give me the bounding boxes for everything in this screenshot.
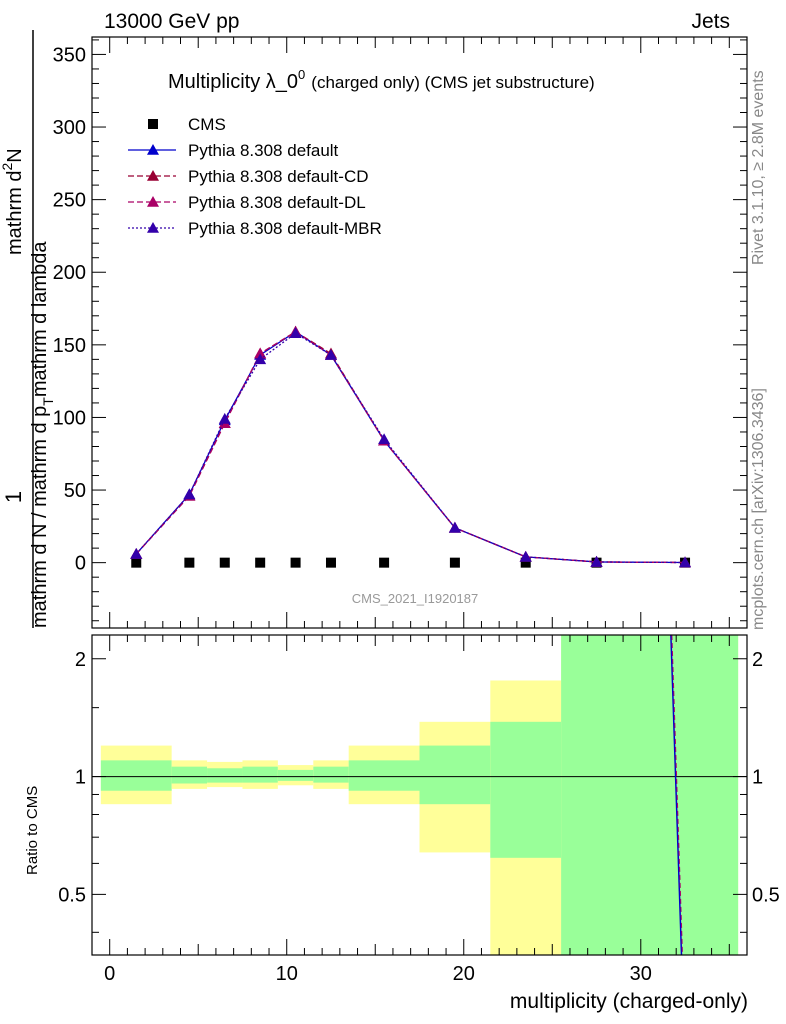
ratio-band-inner [313,766,349,783]
ylabel-numerator-tail: N [4,148,26,162]
process-label: Jets [691,10,730,33]
main-y-tick-label: 250 [53,190,86,212]
series-marker [183,488,196,500]
ratio-frame [91,634,748,956]
cms-point [184,557,195,568]
series-marker [448,521,461,533]
ratio-band-inner [242,766,278,783]
series-line [135,331,686,564]
legend-entry: Pythia 8.308 default-DL [188,193,366,212]
series-marker [218,412,231,424]
x-tick-label: 0 [104,963,115,985]
series-marker [679,556,692,568]
cms-point [290,557,301,568]
mcplots-label: mcplots.cern.ch [arXiv:1306.3436] [750,388,767,630]
ratio-band-inner [490,721,562,858]
legend-entry: CMS [188,115,226,134]
cms-point [219,557,230,568]
main-y-tick-label: 350 [53,44,86,66]
main-frame [91,36,748,629]
cms-point [131,557,142,568]
series-marker [254,347,267,359]
series-marker [378,433,391,445]
cms-point [255,557,266,568]
legend-marker [147,144,159,155]
series-marker [324,349,337,360]
ratio-band-inner [207,768,243,783]
ylabel-numerator-sup: 2 [0,163,15,171]
chart-title-suffix: (charged only) (CMS jet substructure) [311,73,594,92]
legend-entry: Pythia 8.308 default-MBR [188,219,382,238]
collision-label: 13000 GeV pp [104,10,239,33]
ratio-y-tick-label-right: 0.5 [752,884,780,906]
ratio-band-inner [348,760,420,791]
ratio-y-tick-label-right: 2 [752,649,763,671]
ratio-band-inner [171,766,208,784]
ratio-y-tick-label: 2 [75,649,86,671]
series-marker [130,547,143,559]
series-marker [254,353,267,365]
main-y-tick-label: 100 [53,407,86,429]
ylabel-prefix: 1 [1,491,26,503]
legend-entry: Pythia 8.308 default-CD [188,167,369,186]
series-marker [519,550,532,562]
ratio-band-inner [100,760,172,791]
ratio-mc-line [670,634,683,956]
legend-marker [147,196,159,207]
cms-point [325,557,336,568]
ratio-y-tick-label: 1 [75,767,86,789]
series-marker [590,555,603,567]
ylabel-numerator: mathrm d2N [0,148,26,255]
x-tick-label: 30 [630,963,652,985]
main-ylabel: 1 mathrm d N / mathrm d pTmathrm d lambd… [0,30,56,628]
chart-title: Multiplicity λ_00 (charged only) (CMS jet… [168,67,595,93]
legend-marker [147,170,159,181]
analysis-watermark: CMS_2021_I1920187 [352,591,479,606]
cms-point [379,557,390,568]
x-axis-label: multiplicity (charged-only) [510,990,748,1013]
series-marker [289,327,302,339]
ylabel-denominator: mathrm d N / mathrm d pTmathrm d lambda [29,241,56,628]
series-2 [130,325,692,568]
series-line [135,331,686,564]
legend-marker [147,222,159,233]
cms-point [520,557,531,568]
chart-title-sup: 0 [298,67,305,82]
ratio-band-inner [419,745,491,805]
rivet-label: Rivet 3.1.10, ≥ 2.8M events [750,70,767,265]
ratio-mc-line-dashed [671,634,683,956]
main-y-tick-label: 150 [53,335,86,357]
x-tick-label: 20 [453,963,475,985]
cms-point [449,557,460,568]
series-line [135,332,686,564]
chart-title-main: Multiplicity λ_0 [168,71,298,93]
series-0 [131,557,691,568]
main-y-tick-label: 300 [53,117,86,139]
series-layer [130,325,692,568]
x-tick-label: 10 [276,963,298,985]
legend: CMS Pythia 8.308 default Pythia 8.308 defa… [128,115,382,238]
legend-entry: Pythia 8.308 default [188,141,339,160]
series-3 [130,325,692,568]
ratio-y-tick-label: 0.5 [58,884,86,906]
ratio-panel [92,634,747,956]
ratio-band-inner [561,635,739,955]
ylabel-numerator-main: mathrm d [4,171,26,255]
ratio-y-tick-label-right: 1 [752,767,763,789]
ylabel-denominator-main: mathrm d N / mathrm d p [29,406,51,628]
main-y-tick-label: 200 [53,262,86,284]
ratio-band-inner [277,769,314,781]
main-y-tick-label: 0 [75,553,86,575]
axes-layer: 0 50 100 150 200 250 300 350 0 10 20 30 0.5 0.5 1 1 2 2 [53,36,780,985]
legend-marker-cms [148,119,158,129]
ylabel-denominator-sub: T [40,397,56,406]
main-y-tick-label: 50 [64,480,86,502]
series-line [135,330,686,564]
ratio-ylabel: Ratio to CMS [24,786,41,875]
series-4 [130,327,692,568]
ylabel-denominator-tail: mathrm d lambda [29,241,51,397]
series-1 [130,325,692,568]
